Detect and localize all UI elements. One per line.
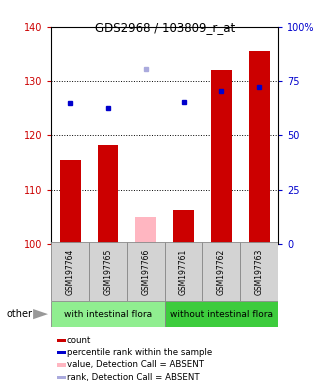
Bar [135,217,156,244]
Bar [165,242,203,301]
Bar [173,210,194,244]
Text: rank, Detection Call = ABSENT: rank, Detection Call = ABSENT [67,373,200,382]
Text: value, Detection Call = ABSENT: value, Detection Call = ABSENT [67,361,204,369]
Text: GSM197763: GSM197763 [255,248,264,295]
Text: without intestinal flora: without intestinal flora [170,310,273,319]
Text: other: other [7,309,33,319]
Text: count: count [67,336,91,345]
Bar [60,160,80,244]
Text: GSM197766: GSM197766 [141,248,150,295]
Bar [57,376,66,379]
Text: GSM197762: GSM197762 [217,248,226,295]
Bar [57,351,66,354]
Text: with intestinal flora: with intestinal flora [64,310,152,319]
Text: GDS2968 / 103809_r_at: GDS2968 / 103809_r_at [95,21,236,34]
Bar [249,51,269,244]
Text: percentile rank within the sample: percentile rank within the sample [67,348,212,357]
Bar [203,242,240,301]
Text: GSM197761: GSM197761 [179,248,188,295]
Bar [57,339,66,342]
Polygon shape [33,309,48,319]
Bar [165,301,278,327]
Text: GSM197764: GSM197764 [66,248,75,295]
Bar [51,301,165,327]
Bar [89,242,127,301]
Bar [57,363,66,366]
Bar [127,242,165,301]
Bar [98,145,118,244]
Text: GSM197765: GSM197765 [104,248,113,295]
Bar [211,70,232,244]
Bar [51,242,89,301]
Bar [240,242,278,301]
